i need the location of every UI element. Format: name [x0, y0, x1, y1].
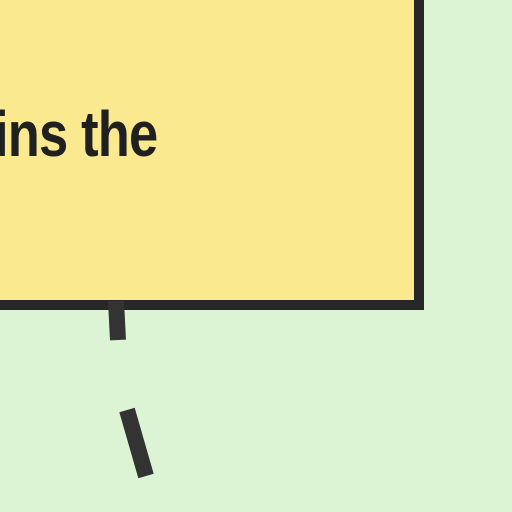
diagram-node[interactable]: ins the [0, 0, 424, 310]
connector-dash-2 [119, 407, 154, 479]
node-label: ins the [0, 98, 158, 170]
